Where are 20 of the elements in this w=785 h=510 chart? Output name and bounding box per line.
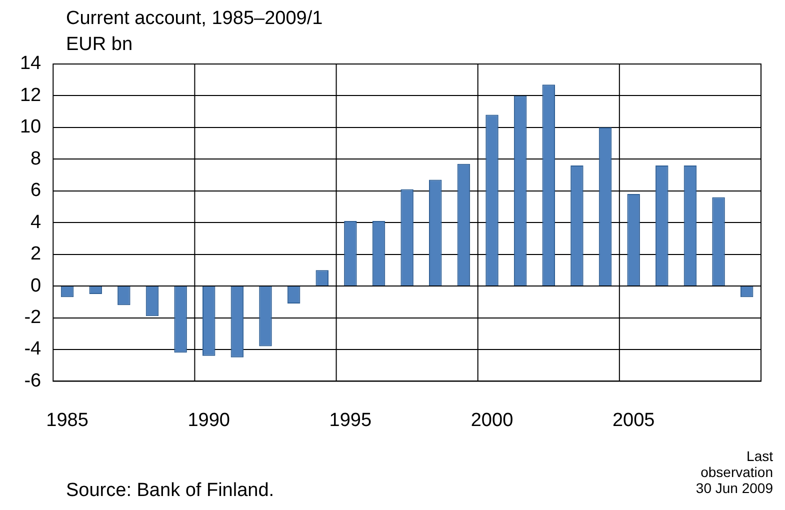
chart-title: Current account, 1985–2009/1 xyxy=(66,8,323,30)
y-axis-title: EUR bn xyxy=(66,34,133,56)
y-tick-label: -2 xyxy=(24,306,42,328)
y-tick-label: -6 xyxy=(24,370,42,392)
x-tick-label: 2000 xyxy=(470,410,514,431)
y-tick-label: 2 xyxy=(30,244,42,265)
y-tick-label: -4 xyxy=(24,338,42,360)
x-tick-label: 1990 xyxy=(188,410,230,431)
x-tick-label: 1995 xyxy=(329,410,372,431)
y-tick-label: 4 xyxy=(30,212,42,233)
y-tick-label: 12 xyxy=(20,84,42,106)
source-note: Source: Bank of Finland. xyxy=(66,480,274,502)
y-tick-label: 10 xyxy=(20,116,42,138)
y-tick-label: 14 xyxy=(20,53,42,74)
y-tick-label: 8 xyxy=(30,148,42,170)
text: Last observation 30 Jun 2009 xyxy=(694,448,773,496)
y-tick-label: 0 xyxy=(30,275,42,296)
x-tick-label: 2005 xyxy=(612,410,655,431)
x-tick-label: 1985 xyxy=(46,410,88,431)
y-tick-label: 6 xyxy=(30,180,42,202)
